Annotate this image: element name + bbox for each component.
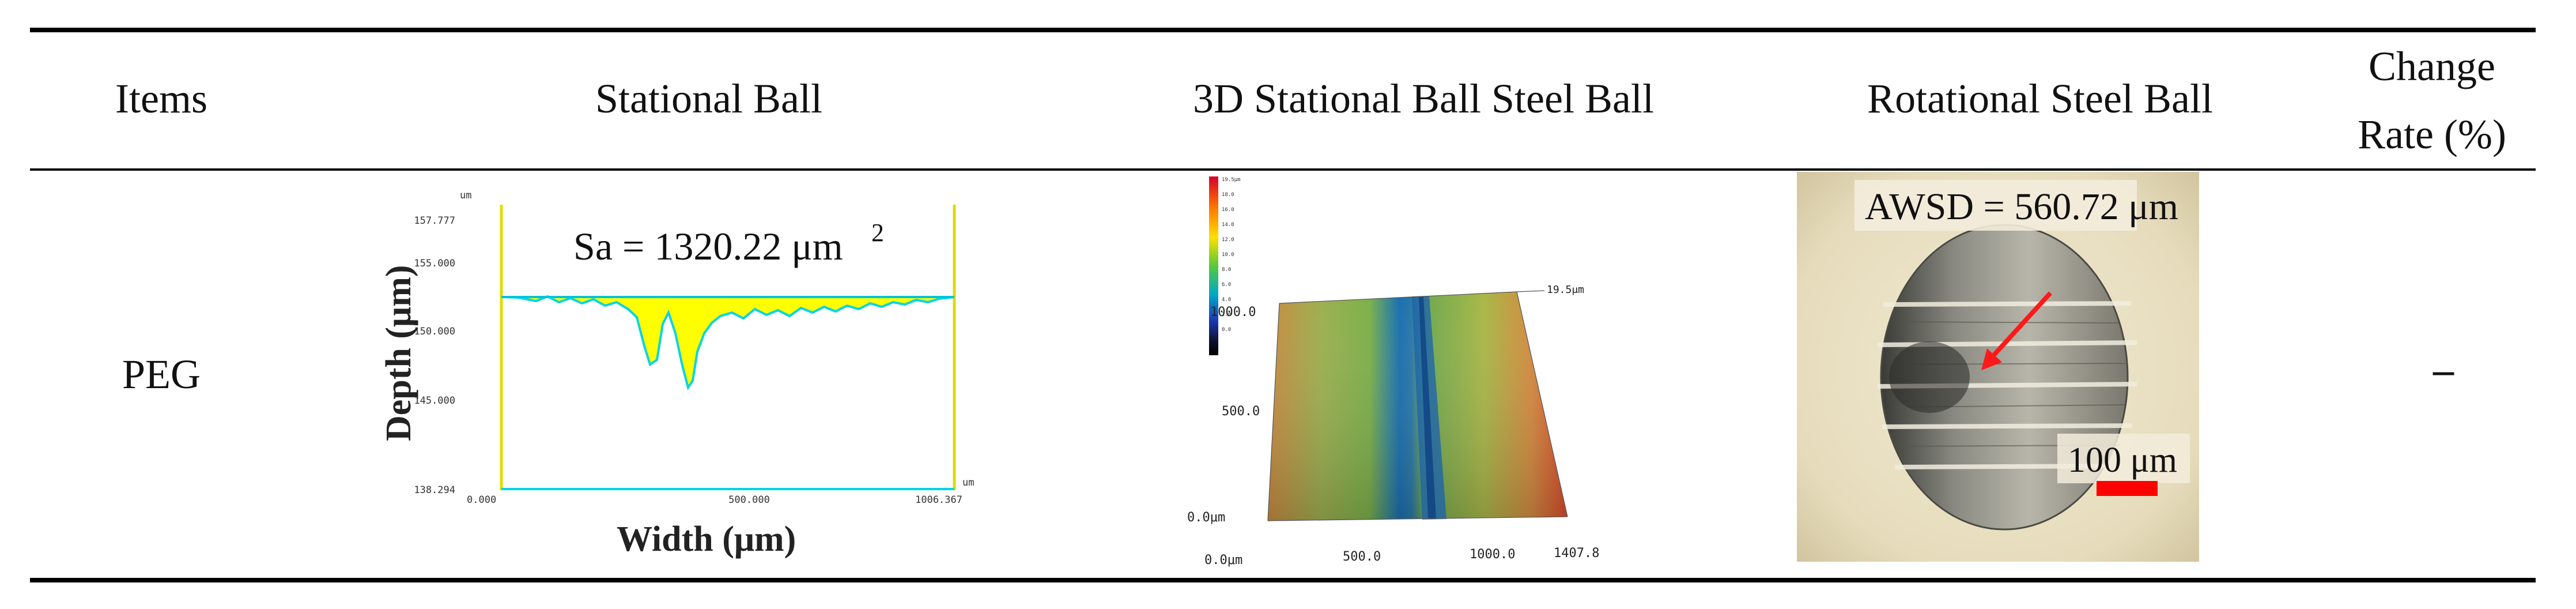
sa-exponent: 2: [871, 219, 884, 247]
y-axis-label: Depth (μm): [379, 265, 418, 442]
header-change-rate-line1: Change: [2369, 43, 2495, 89]
table-bottom-rule: [30, 578, 2536, 582]
scar-dark-region: [1889, 341, 1970, 413]
wear-scar-micrograph: AWSD = 560.72 μm 100 μm: [1797, 172, 2199, 562]
colorbar: [1209, 176, 1218, 355]
x-tick-500: 500.0: [1343, 550, 1381, 564]
red-arrow-line: [1989, 291, 2052, 360]
scale-bar: [2097, 481, 2158, 496]
unit-right: um: [962, 477, 974, 488]
ytick-157: 157.777: [414, 215, 455, 227]
y-tick-500: 500.0: [1222, 404, 1260, 419]
scar-stripe-4: [1882, 423, 2133, 429]
header-stational-ball: Stational Ball: [595, 76, 822, 122]
row-item-peg: PEG: [122, 351, 201, 397]
y-tick-0: 0.0μm: [1187, 510, 1225, 525]
cbar-tick-3: 14.0: [1222, 222, 1234, 228]
frame-right: [1516, 291, 1568, 517]
x-tick-1000: 1000.0: [1470, 547, 1515, 562]
cbar-tick-10: 0.0: [1222, 327, 1231, 333]
table-top-rule: [30, 28, 2536, 32]
surface-3d-plot: 19.5μm 18.0 16.0 14.0 12.0 10.0 8.0 6.0 …: [1187, 176, 1599, 567]
scale-label: 100 μm: [2068, 441, 2177, 480]
groove-band-dark: [1419, 296, 1436, 519]
cbar-tick-5: 10.0: [1222, 252, 1234, 258]
cbar-tick-1: 18.0: [1222, 192, 1234, 198]
profile-fill: [501, 295, 955, 390]
x-tick-1407: 1407.8: [1554, 546, 1599, 561]
cbar-tick-8: 4.0: [1222, 297, 1231, 303]
y-tick-1000: 1000.0: [1210, 305, 1256, 319]
frame-bottom: [1267, 516, 1568, 521]
cbar-tick-0: 19.5μm: [1222, 177, 1241, 183]
scar-stripe-1: [1883, 301, 2132, 307]
ytick-155: 155.000: [414, 258, 455, 269]
awsd-label-bg: [1854, 180, 2137, 231]
cbar-tick-4: 12.0: [1222, 237, 1234, 243]
unit-top: um: [460, 190, 471, 201]
scar-line-1: [1900, 321, 2120, 324]
header-rotational-steel-ball: Rotational Steel Ball: [1867, 76, 2213, 122]
x-tick-0: 0.0μm: [1204, 553, 1242, 567]
top-right-label: 19.5μm: [1547, 284, 1584, 296]
sa-label: Sa = 1320.22 μm: [573, 224, 843, 268]
row-change-rate: –: [2433, 347, 2454, 393]
ytick-138: 138.294: [414, 484, 455, 496]
xtick-500: 500.000: [728, 494, 770, 506]
frame-top-ext: [1516, 290, 1545, 292]
cbar-tick-6: 8.0: [1222, 267, 1231, 273]
frame-left: [1267, 303, 1280, 521]
cbar-tick-9: 2.0: [1222, 312, 1231, 318]
header-items: Items: [115, 76, 207, 122]
header-3d-stational-ball: 3D Stational Ball Steel Ball: [1193, 76, 1654, 122]
scale-label-bg: [2057, 434, 2190, 483]
table-header-rule: [30, 168, 2536, 171]
header-change-rate-line2: Rate (%): [2358, 111, 2506, 157]
depth-profile-plot: 157.777 155.000 150.000 145.000 138.294 …: [379, 190, 974, 559]
cbar-tick-7: 6.0: [1222, 282, 1231, 288]
ytick-145: 145.000: [414, 395, 455, 407]
ytick-150: 150.000: [414, 326, 455, 337]
awsd-label: AWSD = 560.72 μm: [1865, 186, 2178, 228]
x-axis-label: Width (μm): [617, 520, 796, 559]
cbar-tick-2: 16.0: [1222, 207, 1234, 213]
frame-top: [1279, 291, 1517, 304]
xtick-0: 0.000: [467, 494, 496, 506]
red-arrow-head: [1981, 348, 2002, 370]
xtick-1006: 1006.367: [915, 494, 962, 506]
